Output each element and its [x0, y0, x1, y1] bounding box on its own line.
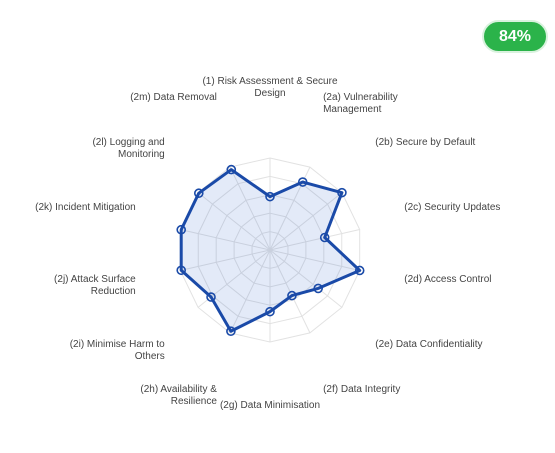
axis-label: (2b) Secure by Default — [375, 136, 476, 148]
data-point — [337, 187, 347, 198]
axis-label: (2f) Data Integrity — [323, 383, 401, 395]
data-point — [354, 265, 365, 276]
axis-label: (1) Risk Assessment & Secure Design — [202, 76, 338, 99]
data-point — [265, 306, 275, 317]
grid-spoke — [180, 229, 271, 251]
data-point — [297, 177, 308, 187]
axis-label: (2g) Data Minimisation — [219, 400, 321, 411]
axis-label: (2e) Data Confidentiality — [375, 339, 483, 350]
axis-label: (2l) Logging and Monitoring — [92, 136, 165, 160]
data-point — [193, 188, 204, 199]
grid-spoke — [269, 249, 360, 271]
grid-spoke — [269, 249, 343, 308]
data-point — [176, 265, 187, 276]
data-point — [176, 224, 187, 235]
grid-spoke — [269, 192, 343, 251]
axis-label: (2h) Availability & Resilience — [140, 383, 217, 407]
grid-spoke — [269, 229, 360, 251]
axis-label: (2m) Data Removal — [130, 92, 217, 104]
data-point — [313, 283, 323, 294]
axis-label: (2d) Access Control — [404, 274, 492, 286]
data-point — [319, 232, 330, 243]
data-point — [226, 326, 236, 337]
data-point — [226, 164, 237, 175]
series-area — [179, 168, 362, 333]
data-point — [265, 191, 275, 202]
grid-spoke — [229, 249, 271, 334]
score-badge: 84% — [482, 20, 548, 53]
axis-label: (2i) Minimise Harm to Others — [69, 339, 165, 362]
axis-label: (2c) Security Updates — [404, 201, 501, 213]
grid-spoke — [180, 249, 271, 271]
axis-label: (2k) Incident Mitigation — [35, 201, 136, 213]
data-point — [287, 290, 297, 301]
grid-spoke — [197, 192, 271, 251]
axis-label: (2j) Attack Surface Reduction — [54, 274, 136, 298]
grid-spoke — [229, 166, 271, 251]
data-point — [206, 292, 216, 302]
axis-label: (2a) Vulnerability Management — [323, 92, 398, 116]
